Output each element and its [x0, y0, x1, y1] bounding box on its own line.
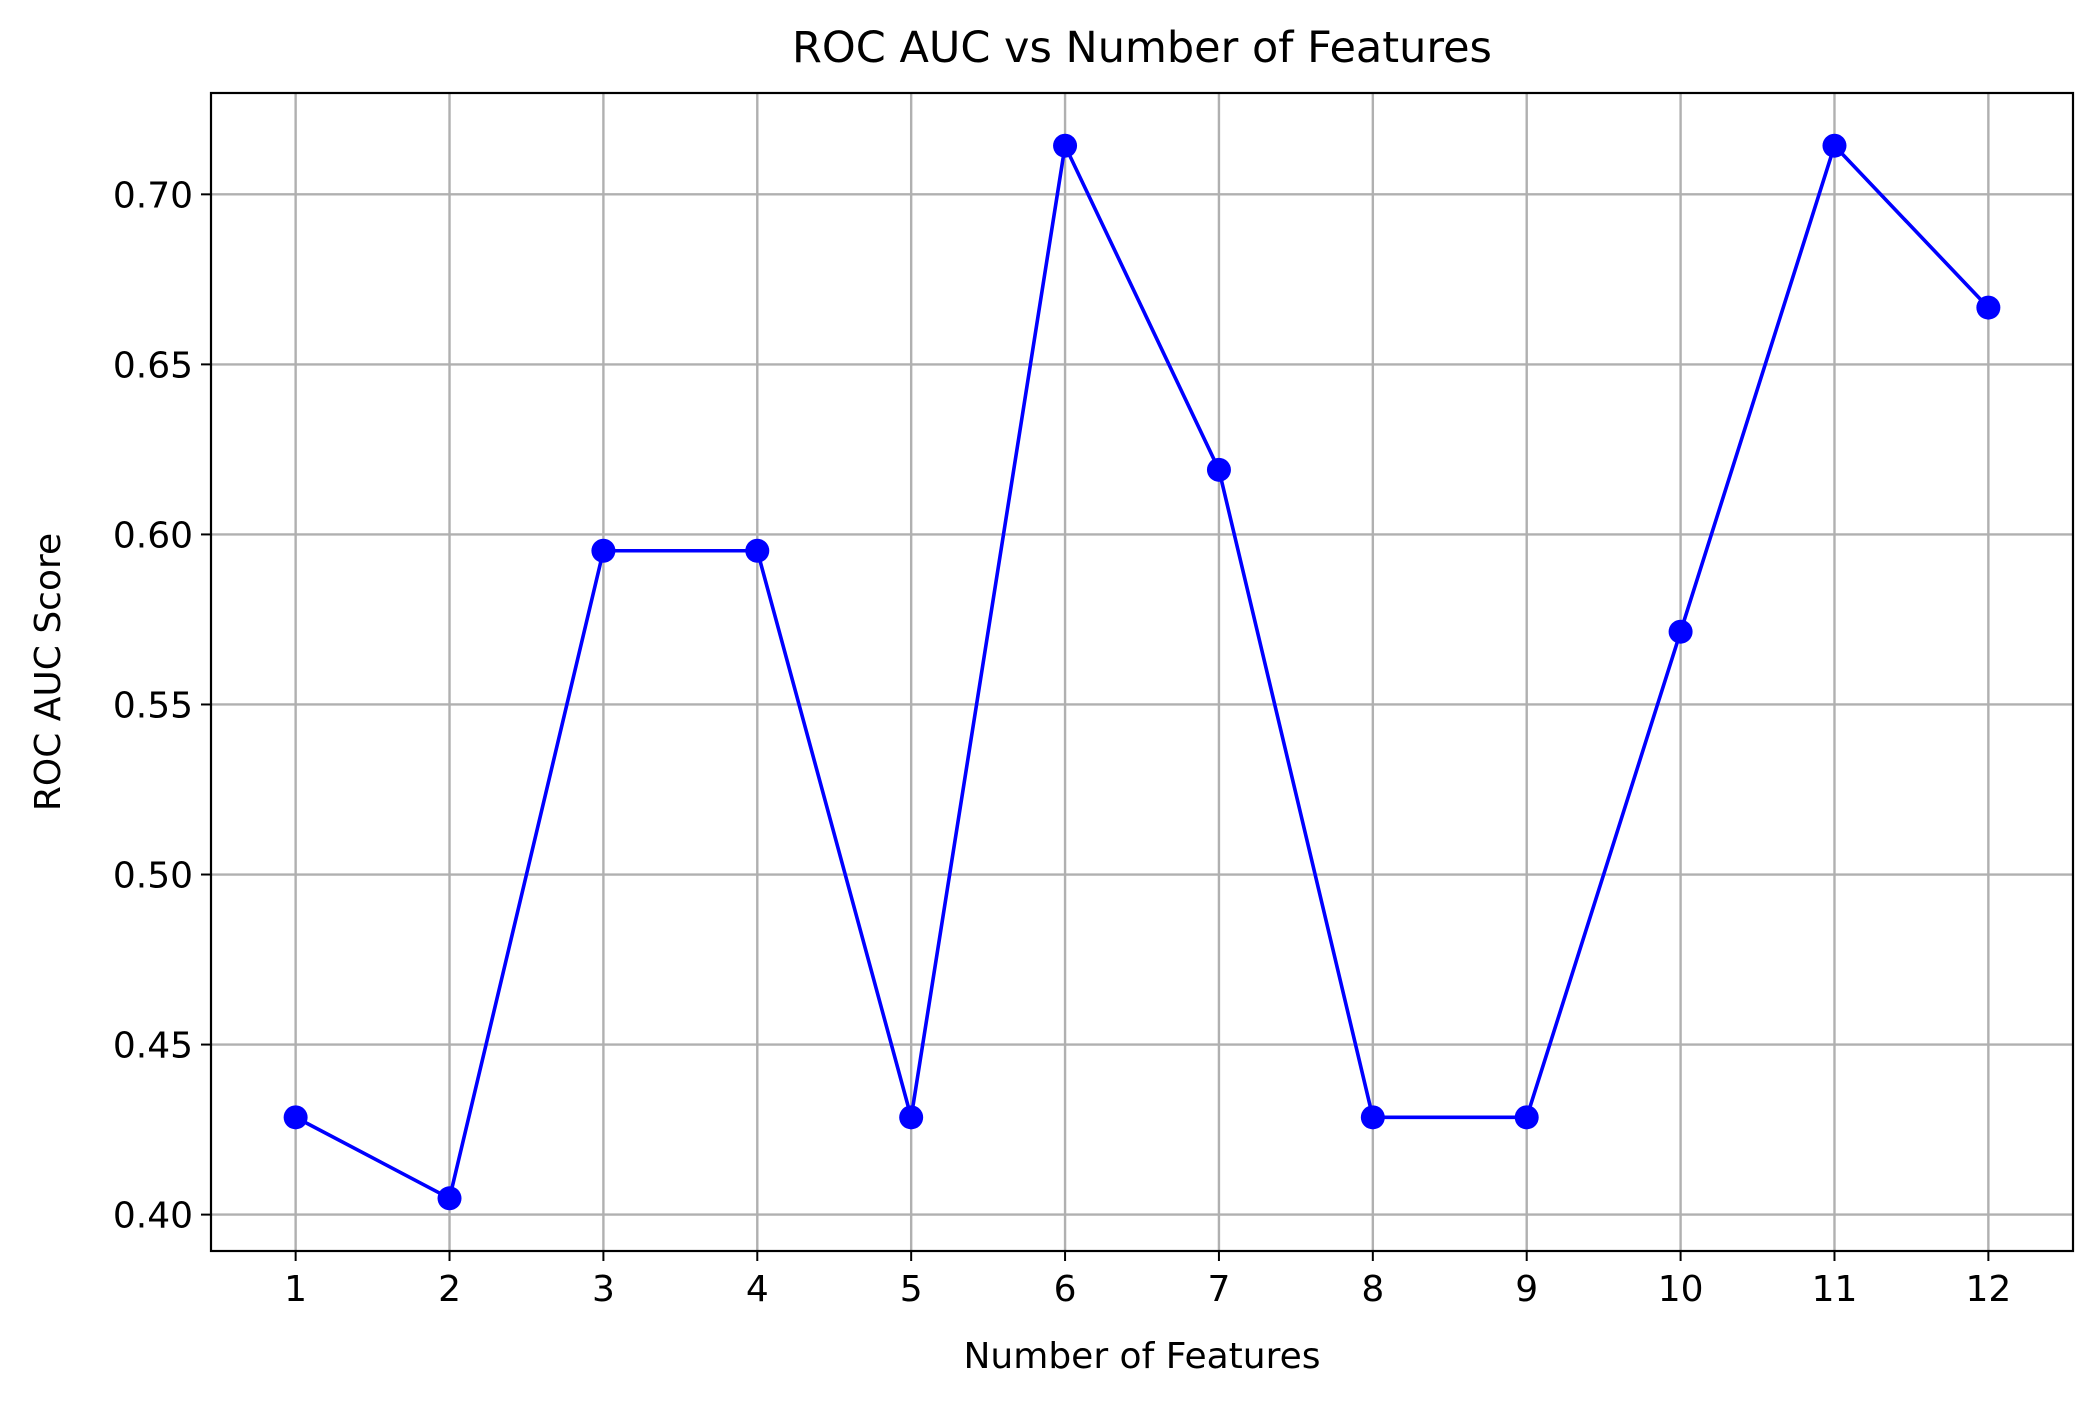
y-tick-label: 0.45 [113, 1026, 193, 1067]
x-tick-label: 10 [1658, 1269, 1704, 1310]
x-tick-label: 12 [1965, 1269, 2011, 1310]
x-tick-label: 1 [284, 1269, 307, 1310]
data-point [899, 1105, 924, 1130]
y-tick-label: 0.70 [113, 175, 193, 216]
data-point [1206, 457, 1231, 482]
axis-ticks: 1 2 3 4 5 6 7 8 9 10 11 120.400.450.500.550.600.650… [113, 175, 2011, 1310]
x-tick-label: 11 [1812, 1269, 1858, 1310]
grid-lines [211, 93, 2073, 1251]
y-axis-label: ROC AUC Score [28, 533, 69, 811]
x-tick-label: 4 [746, 1269, 769, 1310]
plot-area-frame [209, 91, 2075, 1253]
y-tick-label: 0.50 [113, 856, 193, 897]
data-series [283, 133, 2001, 1211]
data-point [591, 538, 616, 563]
data-point [1822, 133, 1847, 158]
y-tick-label: 0.40 [113, 1196, 193, 1237]
data-point [1053, 133, 1078, 158]
y-tick-label: 0.60 [113, 515, 193, 556]
x-tick-label: 8 [1361, 1269, 1384, 1310]
data-point [1514, 1105, 1539, 1130]
x-tick-label: 2 [438, 1269, 461, 1310]
y-tick-label: 0.65 [113, 345, 193, 386]
data-point [745, 538, 770, 563]
data-point [437, 1186, 462, 1211]
data-point [1668, 619, 1693, 644]
y-tick-label: 0.55 [113, 685, 193, 726]
x-tick-label: 7 [1207, 1269, 1230, 1310]
chart-title: ROC AUC vs Number of Features [792, 23, 1492, 73]
x-axis-label: Number of Features [964, 1336, 1321, 1377]
x-tick-label: 6 [1054, 1269, 1077, 1310]
data-point [1976, 295, 2001, 320]
series-line [294, 143, 1990, 1201]
data-point [283, 1105, 308, 1130]
x-tick-label: 5 [900, 1269, 923, 1310]
data-point [1360, 1105, 1385, 1130]
x-tick-label: 9 [1515, 1269, 1538, 1310]
x-tick-label: 3 [592, 1269, 615, 1310]
